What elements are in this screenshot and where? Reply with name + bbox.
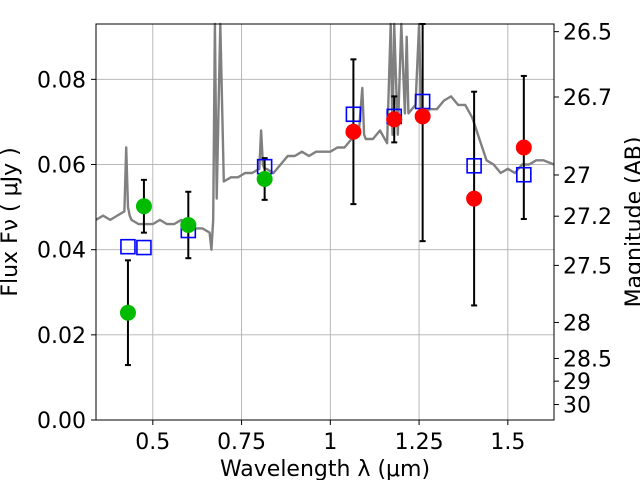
plot-frame (95, 23, 555, 421)
observed-photometry-point (515, 139, 532, 156)
y2-tick-label: 28.5 (563, 347, 612, 372)
model-photometry-square (120, 238, 136, 255)
y2-tick-label: 26.5 (563, 21, 612, 46)
y-tick-label: 0.08 (37, 68, 86, 93)
y2-tick-label: 27.5 (563, 254, 612, 279)
y-axis-title: Flux Fν ( μJy ) (0, 147, 23, 296)
y2-tick-label: 26.7 (563, 86, 612, 111)
x-tick-label: 0.5 (135, 430, 170, 455)
x-tick-label: 1.25 (395, 430, 444, 455)
y2-tick-label: 30 (563, 394, 591, 419)
model-spectrum-line (95, 22, 555, 251)
y2-tick-label: 29 (563, 370, 591, 395)
model-spectrum (95, 22, 555, 251)
model-photometry-squares (120, 93, 532, 256)
observed-photometry-point (119, 304, 136, 321)
y2-tick-label: 27.2 (563, 205, 612, 230)
observed-photometry-point (135, 198, 152, 215)
model-photometry-square (136, 239, 152, 256)
y-tick-label: 0.04 (37, 239, 86, 264)
model-photometry-square (466, 157, 482, 174)
y-axis-ticks: 0.00 0.02 0.04 0.06 0.08 (37, 68, 96, 434)
x-axis-ticks: 0.5 0.75 1 1.25 1.5 (135, 420, 525, 455)
observed-photometry-point (386, 111, 403, 128)
observed-photometry-point (414, 108, 431, 125)
model-photometry-square (345, 106, 362, 123)
observed-photometry-point (180, 216, 197, 233)
y2-tick-label: 28 (563, 311, 591, 336)
x-tick-label: 0.75 (217, 430, 266, 455)
y2-tick-label: 27 (563, 164, 591, 189)
observed-photometry-point (466, 190, 483, 207)
observed-photometry-circles (119, 108, 532, 321)
y-tick-label: 0.00 (37, 409, 86, 434)
observed-photometry-point (256, 170, 273, 187)
error-bars (124, 23, 527, 367)
model-photometry-square (516, 166, 532, 183)
y2-axis-title: Magnitude (AB) (622, 137, 640, 308)
y-tick-label: 0.06 (37, 154, 86, 179)
x-tick-label: 1.5 (490, 430, 525, 455)
observed-photometry-point (345, 123, 362, 140)
x-axis-title: Wavelength λ (μm) (220, 457, 430, 480)
y-tick-label: 0.02 (37, 324, 86, 349)
x-tick-label: 1 (323, 430, 337, 455)
